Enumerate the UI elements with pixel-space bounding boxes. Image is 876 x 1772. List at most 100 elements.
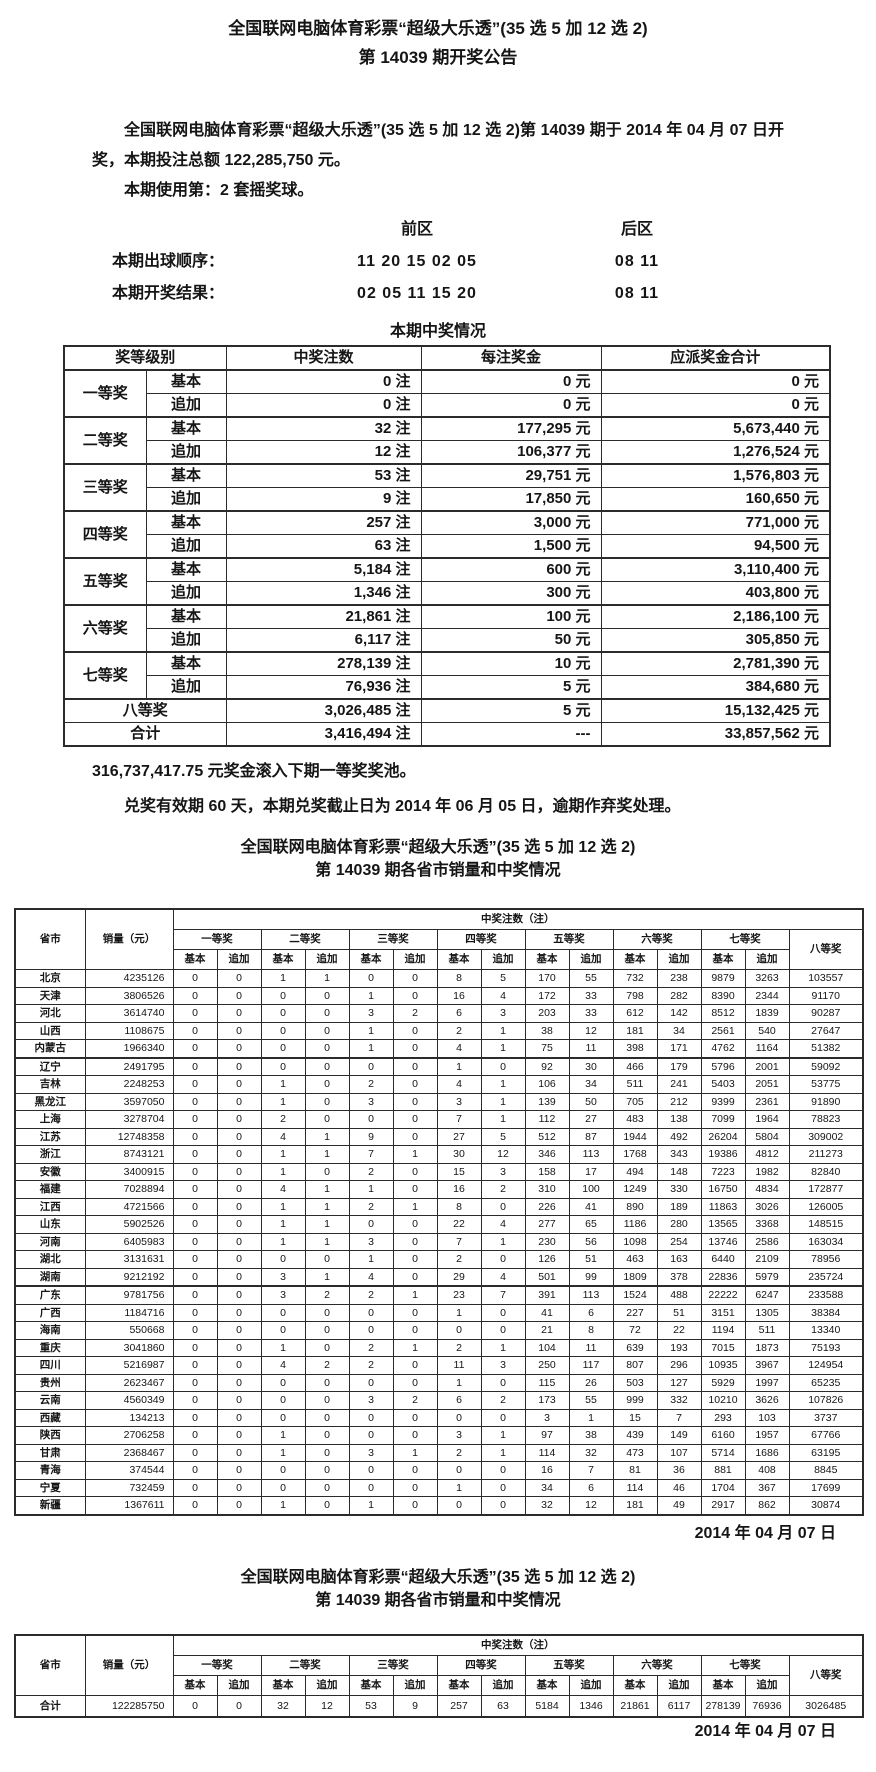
count-cell: 1: [348, 1039, 394, 1059]
count-cell: 408: [744, 1461, 790, 1480]
province-table-header-row1: 省市 销量（元） 中奖注数（注）: [14, 908, 864, 970]
count-cell: 2361: [744, 1092, 790, 1111]
count-cell: 103: [744, 1408, 790, 1427]
table-row: 合计 122285750 0 0 32 12 53 9 257 63 5184 1346 21861 61…: [14, 1694, 864, 1717]
draw-order-label: 本期出球顺序：: [112, 253, 225, 270]
count-cell: 0: [216, 1478, 262, 1497]
prize-total-cell: 94,500 元: [600, 534, 831, 559]
prize-count-cell: 3,416,494 注: [225, 722, 422, 747]
count-cell: 0: [392, 1408, 438, 1427]
count-cell: 7099: [700, 1110, 746, 1129]
count-cell: 3: [348, 1092, 394, 1111]
count-cell: 3: [436, 1426, 482, 1445]
count-cell: 2109: [744, 1250, 790, 1269]
count-cell: 1839: [744, 1004, 790, 1023]
count-cell: 1: [436, 1303, 482, 1322]
sales-cell: 1367611: [84, 1496, 174, 1515]
count-cell: 2: [392, 1004, 438, 1023]
province-table-header-row2: 一等奖 二等奖 三等奖 四等奖 五等奖 六等奖 七等奖 八等奖: [15, 929, 864, 970]
count-cell: 115: [524, 1373, 570, 1392]
draw-result-back-numbers: 08 11: [614, 285, 660, 302]
province-cell: 山东: [14, 1215, 86, 1234]
count-cell: 639: [612, 1338, 658, 1357]
count-cell: 0: [260, 1321, 306, 1340]
table-row: 宁夏 732459 0 0 0 0 0 0 1 0 34 6 114 46 1704 367 17699: [14, 1478, 864, 1497]
count-cell: 3: [480, 1004, 526, 1023]
count-cell: 0: [216, 1145, 262, 1164]
prize-total-cell: 2,781,390 元: [600, 651, 831, 676]
sales-cell: 12748358: [84, 1127, 174, 1146]
count-cell: 0: [260, 1303, 306, 1322]
prize-total-cell: 1,276,524 元: [600, 440, 831, 465]
table-row: 江苏 12748358 0 0 4 1 9 0 27 5 512 87 1944 492 26204 5804…: [14, 1127, 864, 1146]
prize-count-cell: 32 注: [225, 416, 422, 441]
count-cell: 1: [392, 1338, 438, 1357]
count-cell: 5979: [744, 1267, 790, 1287]
basic-subheader: 基本: [436, 949, 482, 970]
province-cell: 青海: [14, 1461, 86, 1480]
sales-cell: 9781756: [84, 1285, 174, 1305]
count-cell: 170: [524, 969, 570, 988]
count-cell: 16750: [700, 1180, 746, 1199]
count-cell: 0: [216, 1021, 262, 1040]
prize-per-cell: 1,500 元: [420, 534, 602, 559]
count-cell: 0: [304, 1250, 350, 1269]
basic-subheader: 基本: [172, 949, 218, 970]
count-cell: 1: [260, 1075, 306, 1094]
table-row: 辽宁 2491795 0 0 0 0 0 0 1 0 92 30 466 179 5796 2001 59092: [14, 1057, 864, 1076]
table-row: 新疆 1367611 0 0 1 0 1 0 0 0 32 12 181 49 2917 862 30874: [14, 1496, 864, 1515]
count-cell: 0: [216, 1110, 262, 1129]
count-cell: 1: [480, 1092, 526, 1111]
count-cell: 0: [216, 969, 262, 988]
count-cell: 0: [392, 1356, 438, 1375]
count-cell: 17699: [788, 1478, 864, 1497]
prize5-header: 五等奖: [524, 1654, 614, 1676]
table-row: 河南 6405983 0 0 1 1 3 0 7 1 230 56 1098 254 13746 2586 16…: [14, 1232, 864, 1251]
basic-subheader: 基本: [612, 949, 658, 970]
prize4-header: 四等奖: [436, 929, 526, 950]
prize-total-cell: 5,673,440 元: [600, 416, 831, 441]
count-cell: 0: [436, 1408, 482, 1427]
prize-total-cell: 771,000 元: [600, 510, 831, 535]
count-cell: 1: [480, 1338, 526, 1357]
announcement-title-line1: 全国联网电脑体育彩票“超级大乐透”(35 选 5 加 12 选 2): [228, 19, 648, 38]
count-cell: 3: [348, 1391, 394, 1410]
count-cell: 53775: [788, 1075, 864, 1094]
count-cell: 330: [656, 1180, 702, 1199]
count-cell: 511: [744, 1321, 790, 1340]
count-cell: 0: [304, 1110, 350, 1129]
count-cell: 241: [656, 1075, 702, 1094]
summary-table-body: 合计 122285750 0 0 32 12 53 9 257 63 5184 1346 21861 61…: [14, 1694, 864, 1717]
count-cell: 0: [216, 1461, 262, 1480]
count-cell: 862: [744, 1496, 790, 1515]
table-row: 甘肃 2368467 0 0 1 0 3 1 2 1 114 32 473 107 5714 1686 6319…: [14, 1443, 864, 1462]
count-cell: 1: [436, 1478, 482, 1497]
count-cell: 1249: [612, 1180, 658, 1199]
count-cell: 11863: [700, 1197, 746, 1216]
count-cell: 32: [260, 1694, 306, 1717]
count-cell: 91890: [788, 1092, 864, 1111]
prize-subtype-cell: 基本: [145, 557, 227, 582]
count-cell: 2344: [744, 986, 790, 1005]
count-cell: 0: [392, 1110, 438, 1129]
count-cell: 2: [348, 1197, 394, 1216]
count-cell: 1: [436, 1373, 482, 1392]
count-cell: 1164: [744, 1039, 790, 1059]
count-cell: 2: [348, 1075, 394, 1094]
count-cell: 0: [392, 1092, 438, 1111]
count-cell: 0: [172, 1145, 218, 1164]
count-cell: 0: [392, 1426, 438, 1445]
count-cell: 1: [260, 1338, 306, 1357]
prize-count-cell: 1,346 注: [225, 581, 422, 606]
count-cell: 171: [656, 1039, 702, 1059]
prize-count-header: 中奖注数: [225, 345, 422, 371]
count-cell: 2: [348, 1285, 394, 1305]
prize-level-cell: 四等奖: [63, 510, 147, 559]
prize-per-cell: 5 元: [420, 698, 602, 723]
count-cell: 5929: [700, 1373, 746, 1392]
count-cell: 0: [216, 1267, 262, 1287]
sales-cell: 8743121: [84, 1145, 174, 1164]
count-cell: 163: [656, 1250, 702, 1269]
count-cell: 0: [216, 1039, 262, 1059]
count-cell: 2: [480, 1391, 526, 1410]
